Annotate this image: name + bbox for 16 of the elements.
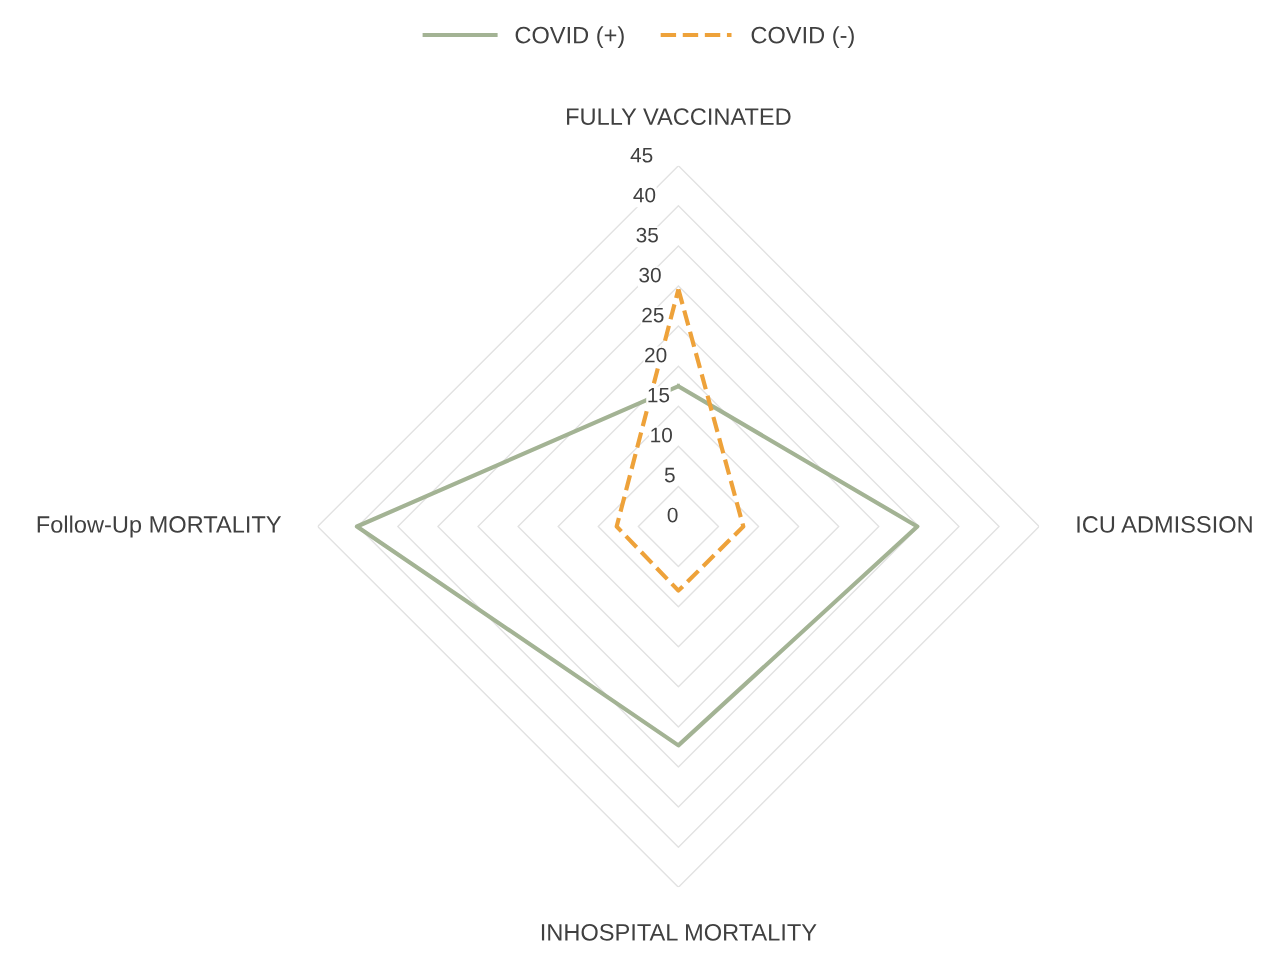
y-tick-label: 25	[642, 307, 664, 323]
legend-label: COVID (-)	[751, 26, 854, 49]
y-tick-label: 0	[667, 507, 678, 523]
spoke-label: INHOSPITAL MORTALITY	[541, 923, 817, 941]
y-tick-label: 15	[648, 387, 670, 403]
legend-label: COVID (+)	[515, 26, 624, 49]
spoke-label: FULLY VACCINATED	[567, 108, 791, 126]
y-tick-label: 45	[630, 147, 653, 163]
y-tick-label: 10	[651, 427, 672, 443]
spoke-label: Follow-Up MORTALITY	[37, 515, 282, 538]
y-tick-label: 30	[639, 267, 661, 283]
spoke-label: ICU ADMISSION	[1077, 516, 1252, 533]
y-tick-label: 40	[633, 187, 656, 203]
y-tick-label: 5	[664, 467, 675, 483]
y-tick-label: 35	[636, 227, 658, 243]
y-tick-label: 20	[645, 347, 667, 363]
